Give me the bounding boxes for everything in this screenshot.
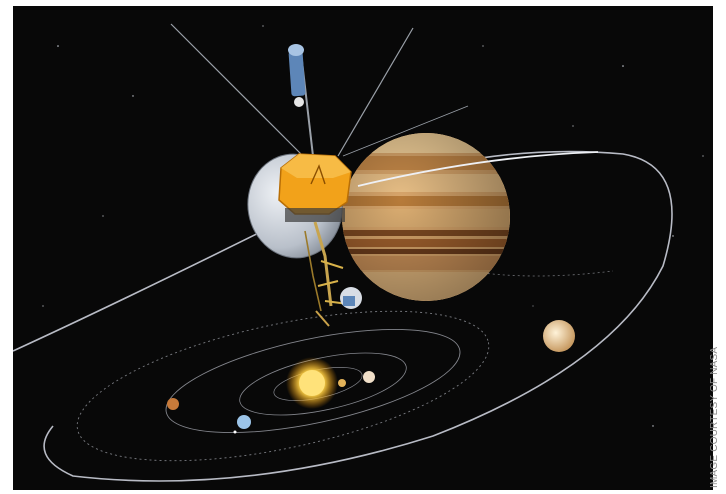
inner-planets: [167, 371, 375, 434]
trajectory-line: [357, 151, 599, 187]
jupiter-planet: [543, 320, 575, 352]
planet-uranus: [237, 415, 251, 429]
voyager-spacecraft: [247, 44, 362, 327]
image-credit: IMAGE COURTESY OF NASA: [709, 346, 720, 488]
space-scene: [13, 23, 704, 482]
starfield: [42, 25, 704, 427]
spacecraft-antennas: [170, 23, 469, 157]
nasa-illustration: [13, 6, 713, 490]
planet-mars: [167, 398, 179, 410]
planet-earth: [363, 371, 375, 383]
planet-venus: [338, 379, 346, 387]
sun-star: [286, 357, 338, 409]
